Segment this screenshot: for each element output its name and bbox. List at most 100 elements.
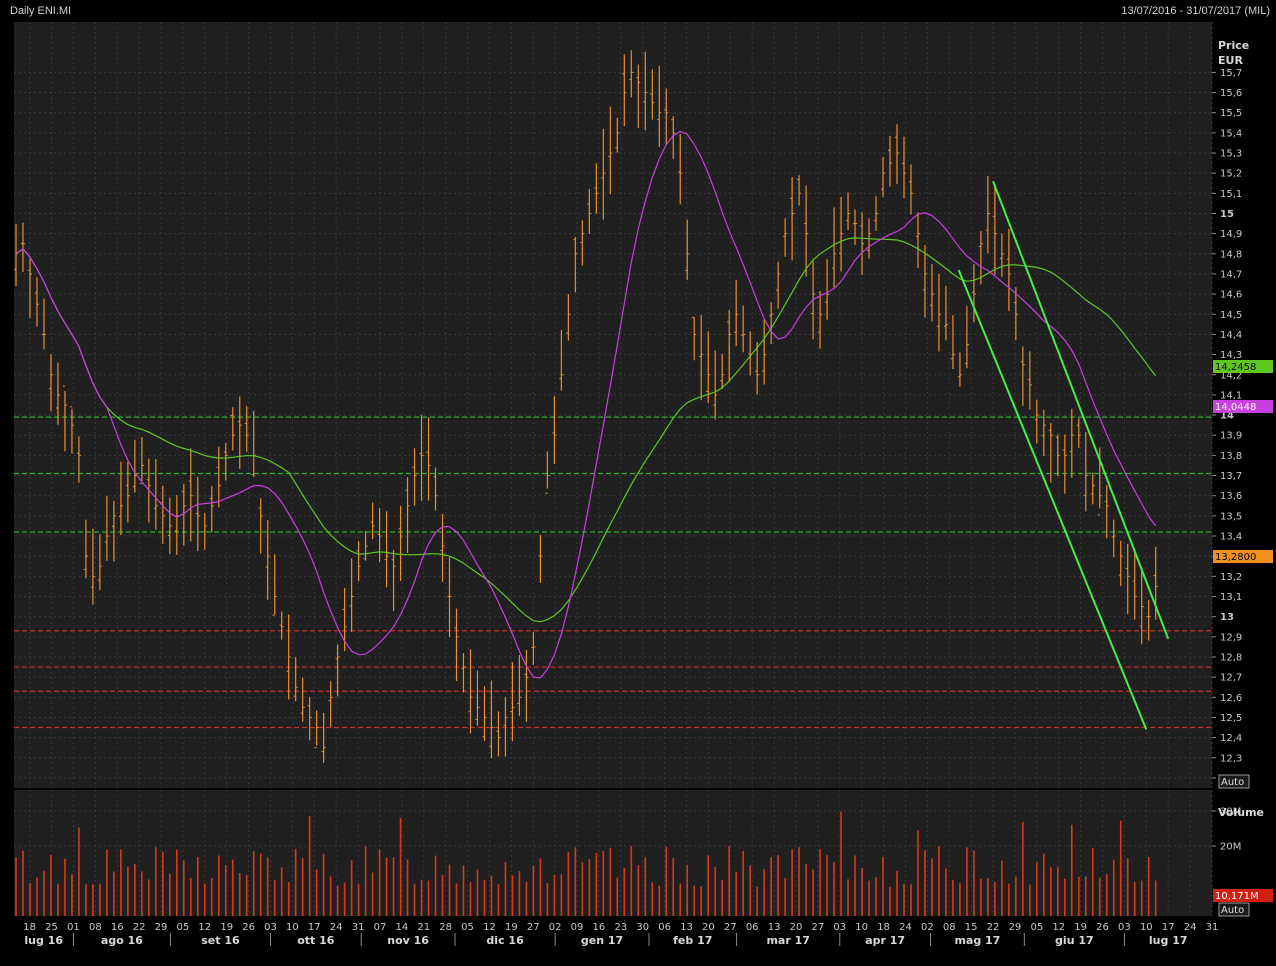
price-tick-label: 14,9 xyxy=(1220,229,1242,240)
price-panel xyxy=(14,22,1212,788)
trend-line xyxy=(992,180,1170,640)
date-tick-label: 31 xyxy=(352,922,365,933)
price-tick-label: 12,5 xyxy=(1220,713,1242,724)
date-tick-label: 16 xyxy=(593,922,606,933)
price-tick-label: 14,6 xyxy=(1220,290,1242,301)
date-tick-label: 13 xyxy=(768,922,781,933)
price-tick-label: 14 xyxy=(1220,411,1234,422)
date-tick-label: 29 xyxy=(1009,922,1022,933)
volume-axis-title: Volume xyxy=(1218,806,1264,819)
date-tick-label: 24 xyxy=(899,922,912,933)
month-label: apr 17 xyxy=(865,934,905,947)
ma-short-value: 14,0448 xyxy=(1215,402,1256,413)
date-axis: 18 25 01 08 16 22 29 05 12 19 26 03 10 17 24 31 07 14 21 28… xyxy=(23,922,1218,947)
date-tick-label: 29 xyxy=(155,922,168,933)
price-tick-label: 12,8 xyxy=(1220,652,1242,663)
date-tick-label: 24 xyxy=(1184,922,1197,933)
month-label: dic 16 xyxy=(486,934,524,947)
date-tick-label: 12 xyxy=(483,922,496,933)
price-tick-label: 15,3 xyxy=(1220,149,1242,160)
month-label: giu 17 xyxy=(1055,934,1094,947)
month-label: set 16 xyxy=(201,934,240,947)
price-tick-label: 14,5 xyxy=(1220,310,1242,321)
date-tick-label: 17 xyxy=(308,922,321,933)
price-tick-label: 15 xyxy=(1220,209,1234,220)
date-tick-label: 27 xyxy=(724,922,737,933)
date-tick-label: 03 xyxy=(264,922,277,933)
ma-long-line xyxy=(15,237,1157,623)
date-tick-label: 19 xyxy=(505,922,518,933)
month-label: lug 17 xyxy=(1149,934,1188,947)
price-tick-label: 14,4 xyxy=(1220,330,1242,341)
date-tick-label: 10 xyxy=(1140,922,1153,933)
date-tick-label: 20 xyxy=(702,922,715,933)
date-tick-label: 10 xyxy=(855,922,868,933)
price-tick-label: 12,9 xyxy=(1220,632,1242,643)
date-tick-label: 22 xyxy=(133,922,146,933)
date-tick-label: 01 xyxy=(67,922,80,933)
month-label: mar 17 xyxy=(766,934,809,947)
price-tick-label: 14,3 xyxy=(1220,350,1242,361)
date-tick-label: 05 xyxy=(1030,922,1043,933)
price-tick-label: 13,2 xyxy=(1220,572,1242,583)
date-tick-label: 05 xyxy=(177,922,190,933)
volume-auto-button[interactable]: Auto xyxy=(1218,902,1250,917)
volume-auto-label: Auto xyxy=(1221,905,1244,916)
price-tick-label: 13 xyxy=(1220,612,1234,623)
month-label: mag 17 xyxy=(954,934,1000,947)
price-axis-title: Price xyxy=(1218,39,1249,52)
date-tick-label: 07 xyxy=(374,922,387,933)
date-tick-label: 19 xyxy=(1074,922,1087,933)
price-tick-label: 14,8 xyxy=(1220,249,1242,260)
trend-lines xyxy=(957,180,1170,730)
date-tick-label: 02 xyxy=(549,922,562,933)
date-tick-label: 16 xyxy=(111,922,124,933)
date-tick-label: 26 xyxy=(1096,922,1109,933)
price-auto-button[interactable]: Auto xyxy=(1218,774,1250,789)
price-tick-label: 13,9 xyxy=(1220,431,1242,442)
price-tick-label: 13,6 xyxy=(1220,491,1242,502)
price-tick-label: 15,4 xyxy=(1220,128,1242,139)
price-bars xyxy=(14,50,1158,763)
date-range: 13/07/2016 - 31/07/2017 (MIL) xyxy=(1121,5,1270,17)
date-tick-label: 25 xyxy=(45,922,58,933)
volume-bars xyxy=(15,811,1157,916)
date-tick-label: 28 xyxy=(439,922,452,933)
date-tick-label: 08 xyxy=(943,922,956,933)
price-tick-label: 15,6 xyxy=(1220,88,1242,99)
price-tick-label: 12,4 xyxy=(1220,733,1242,744)
date-tick-label: 24 xyxy=(330,922,343,933)
ma-short-line xyxy=(15,130,1157,679)
price-tick-label: 15,5 xyxy=(1220,108,1242,119)
date-tick-label: 03 xyxy=(833,922,846,933)
date-tick-label: 21 xyxy=(417,922,430,933)
date-tick-label: 02 xyxy=(921,922,934,933)
price-tick-label: 12,6 xyxy=(1220,693,1242,704)
date-tick-label: 03 xyxy=(1118,922,1131,933)
price-auto-label: Auto xyxy=(1221,777,1244,788)
date-tick-label: 26 xyxy=(242,922,255,933)
date-tick-label: 22 xyxy=(987,922,1000,933)
price-tick-label: 15,7 xyxy=(1220,68,1242,79)
month-label: lug 16 xyxy=(24,934,63,947)
price-tick-label: 13,8 xyxy=(1220,451,1242,462)
date-tick-label: 19 xyxy=(220,922,233,933)
price-tick-label: 15,2 xyxy=(1220,169,1242,180)
date-tick-label: 31 xyxy=(1206,922,1219,933)
volume-tick-label: 30M xyxy=(1220,807,1241,818)
price-tick-label: 12,7 xyxy=(1220,673,1242,684)
volume-tick-label: 20M xyxy=(1220,842,1241,853)
date-tick-label: 27 xyxy=(812,922,825,933)
date-tick-label: 12 xyxy=(1052,922,1065,933)
price-tick-label: 13,7 xyxy=(1220,471,1242,482)
date-tick-label: 23 xyxy=(614,922,627,933)
last-price-tag: 13,2800 xyxy=(1213,550,1273,563)
date-tick-label: 18 xyxy=(877,922,890,933)
volume-last-tag: 10,171M xyxy=(1213,889,1273,902)
date-tick-label: 06 xyxy=(658,922,671,933)
chart-title: Daily ENI.MI xyxy=(10,5,72,17)
date-tick-label: 14 xyxy=(395,922,408,933)
date-tick-label: 17 xyxy=(1162,922,1175,933)
price-axis-unit: EUR xyxy=(1218,54,1243,67)
